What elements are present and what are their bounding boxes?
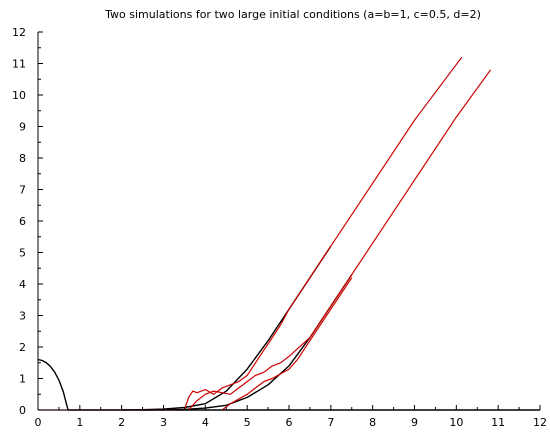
y-tick-label: 8 [19, 152, 26, 165]
chart-title: Two simulations for two large initial co… [104, 8, 481, 21]
x-tick-label: 5 [244, 416, 251, 429]
y-tick-label: 5 [19, 247, 26, 260]
x-ticks: 0 1 2 3 4 5 6 7 8 9 10 11 12 [35, 405, 547, 429]
series-line-stochastic-4 [188, 69, 492, 411]
y-tick-label: 3 [19, 310, 26, 323]
series-line-deterministic-1 [121, 245, 332, 411]
x-tick-label: 9 [411, 416, 418, 429]
series-layer [37, 56, 540, 411]
y-tick-label: 11 [12, 58, 26, 71]
series-line-deterministic-2 [142, 274, 353, 411]
series-line-deterministic-0 [37, 358, 540, 411]
x-tick-label: 12 [533, 416, 547, 429]
y-tick-label: 2 [19, 341, 26, 354]
series-line-stochastic-3 [183, 56, 463, 411]
x-tick-label: 4 [202, 416, 209, 429]
series-line-stochastic-5 [221, 277, 353, 411]
x-tick-label: 6 [286, 416, 293, 429]
y-tick-label: 6 [19, 215, 26, 228]
y-tick-label: 10 [12, 89, 26, 102]
x-tick-label: 0 [35, 416, 42, 429]
y-tick-label: 4 [19, 278, 26, 291]
x-tick-label: 8 [369, 416, 376, 429]
x-tick-label: 11 [491, 416, 505, 429]
y-tick-label: 1 [19, 373, 26, 386]
y-tick-label: 7 [19, 184, 26, 197]
x-tick-label: 3 [160, 416, 167, 429]
x-tick-label: 7 [327, 416, 334, 429]
x-tick-label: 2 [118, 416, 125, 429]
x-tick-label: 1 [76, 416, 83, 429]
y-tick-label: 9 [19, 121, 26, 134]
y-tick-label: 12 [12, 26, 26, 39]
y-tick-label: 0 [19, 404, 26, 417]
x-tick-label: 10 [449, 416, 463, 429]
